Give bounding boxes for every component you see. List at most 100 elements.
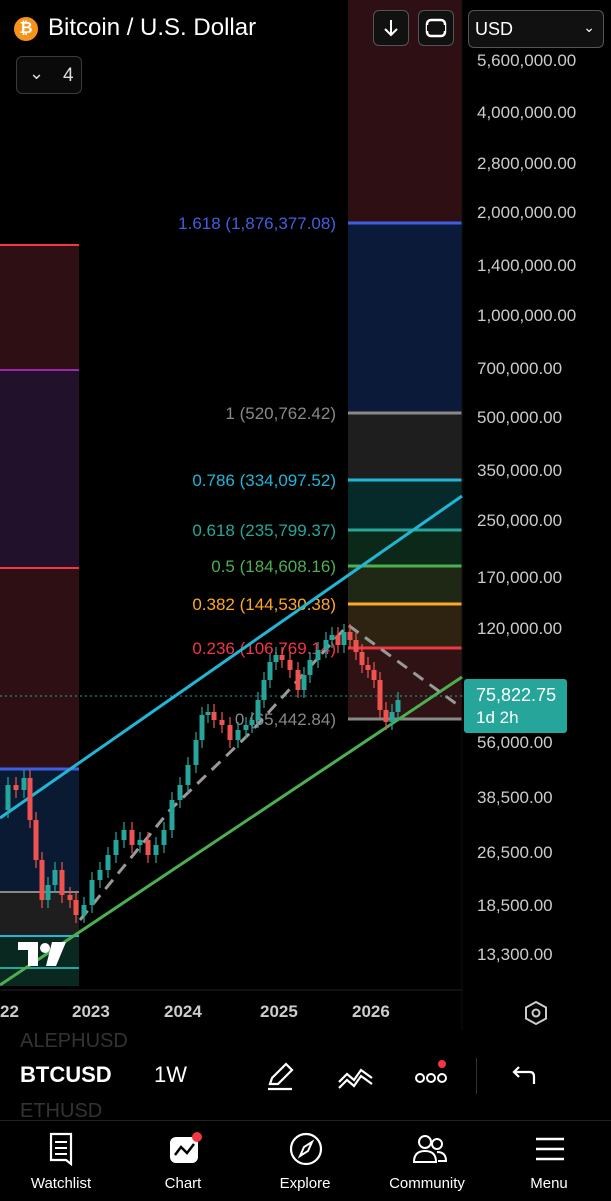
- candle-body: [315, 650, 321, 660]
- indicators-icon: [338, 1068, 373, 1089]
- indicators-button[interactable]: [336, 1058, 376, 1094]
- time-axis-label: 2026: [352, 1002, 390, 1021]
- chart-header: ₿ Bitcoin / U.S. Dollar USD ⌄: [0, 0, 611, 60]
- candle-body: [301, 675, 307, 690]
- fib-level-label: 0.236 (106,769.14): [192, 639, 336, 658]
- fib-level-label: 1.618 (1,876,377.08): [178, 214, 336, 233]
- left-fib-zone-mid: [0, 370, 79, 568]
- symbol-toolbar: ALEPHUSD ETHUSD: [0, 1030, 611, 1122]
- fib-level-label: 1 (520,762.42): [225, 404, 336, 423]
- candle-body: [113, 840, 119, 855]
- tradingview-logo: [18, 942, 66, 966]
- price-axis-label: 4,000,000.00: [477, 103, 576, 122]
- compass-icon: [289, 1132, 323, 1166]
- current-price-tag: 75,822.75 1d 2h: [464, 679, 567, 733]
- arrow-down-icon: [384, 20, 398, 37]
- nav-label: Menu: [530, 1175, 568, 1192]
- candle-body: [347, 632, 353, 640]
- ghost-symbol-below: ETHUSD: [20, 1100, 103, 1122]
- price-axis-label: 1,000,000.00: [477, 306, 576, 325]
- fullscreen-button[interactable]: [418, 10, 454, 46]
- candle-body: [235, 730, 241, 740]
- community-icon: [412, 1135, 448, 1163]
- candle-body: [193, 740, 199, 765]
- candle-body: [121, 830, 127, 840]
- bitcoin-logo-icon: ₿: [14, 17, 38, 41]
- candle-body: [137, 840, 143, 845]
- nav-label: Community: [389, 1175, 465, 1192]
- time-axis-label: 2024: [164, 1002, 202, 1021]
- candle-body: [153, 845, 159, 855]
- nav-chart[interactable]: Chart: [122, 1121, 244, 1201]
- current-price: 75,822.75: [476, 685, 557, 705]
- symbol-title[interactable]: Bitcoin / U.S. Dollar: [48, 14, 257, 41]
- candle-body: [105, 855, 111, 870]
- candle-body: [249, 720, 255, 725]
- nav-label: Explore: [279, 1175, 331, 1192]
- interval-selector[interactable]: 1W: [154, 1062, 187, 1087]
- price-axis-label: 700,000.00: [477, 359, 562, 378]
- price-axis-label: 250,000.00: [477, 511, 562, 530]
- fib-level-label: 0 (65,442.84): [235, 710, 336, 729]
- nav-explore[interactable]: Explore: [244, 1121, 366, 1201]
- candle-body: [243, 725, 249, 730]
- candle-body: [5, 785, 11, 810]
- candle-body: [205, 712, 211, 715]
- undo-button[interactable]: [504, 1058, 544, 1094]
- dashed-path[interactable]: [78, 622, 463, 921]
- candle-body: [169, 800, 175, 830]
- nav-community[interactable]: Community: [366, 1121, 488, 1201]
- upper-trendline[interactable]: [0, 494, 463, 820]
- candle-body: [371, 670, 377, 680]
- currency-select[interactable]: USD ⌄: [468, 10, 604, 48]
- candle-body: [365, 665, 371, 670]
- nav-watchlist[interactable]: Watchlist: [0, 1121, 122, 1201]
- candle-body: [52, 870, 58, 885]
- candle-body: [129, 830, 135, 845]
- pencil-icon: [268, 1062, 294, 1091]
- candle-body: [39, 860, 45, 900]
- chevron-down-icon: ⌄: [29, 63, 45, 83]
- more-tools-button[interactable]: [412, 1058, 452, 1094]
- currency-value: USD: [475, 19, 514, 39]
- drawing-tool-button[interactable]: [262, 1058, 302, 1094]
- symbol-selector[interactable]: BTCUSD: [20, 1062, 112, 1087]
- candle-body: [295, 670, 301, 690]
- menu-icon: [536, 1137, 564, 1161]
- price-axis-label: 13,300.00: [477, 945, 553, 964]
- candle-body: [279, 655, 285, 660]
- chevron-down-icon: ⌄: [583, 19, 595, 35]
- candle-body: [21, 778, 27, 790]
- candle-body: [73, 900, 79, 915]
- candle-body: [335, 635, 341, 645]
- candle-body: [33, 820, 39, 860]
- nav-label: Watchlist: [30, 1175, 92, 1192]
- ghost-symbol-above: ALEPHUSD: [20, 1030, 128, 1052]
- candle-body: [59, 870, 65, 895]
- candle-body: [27, 778, 33, 820]
- right-fib-zone-olive: [348, 566, 462, 604]
- candle-body: [67, 895, 73, 900]
- candle-body: [383, 710, 389, 722]
- price-axis-label: 26,500.00: [477, 843, 553, 862]
- price-axis-label: 2,800,000.00: [477, 154, 576, 173]
- lower-trendline[interactable]: [0, 675, 463, 987]
- indicators-collapse-button[interactable]: ⌄ 4: [16, 56, 82, 94]
- price-axis-label: 350,000.00: [477, 461, 562, 480]
- candle-body: [359, 652, 365, 665]
- settings-hexagon-icon[interactable]: [522, 999, 550, 1027]
- right-fib-zone-teal: [348, 480, 462, 530]
- candle-body: [273, 655, 279, 662]
- more-dots-icon: [415, 1060, 447, 1083]
- candle-body: [395, 700, 401, 712]
- candle-body: [45, 885, 51, 900]
- candle-body: [219, 720, 225, 725]
- fib-level-label: 0.618 (235,799.37): [192, 521, 336, 540]
- nav-menu[interactable]: Menu: [488, 1121, 610, 1201]
- price-axis-label: 38,500.00: [477, 788, 553, 807]
- fib-level-label: 0.5 (184,608.16): [211, 557, 336, 576]
- arrow-down-button[interactable]: [373, 10, 409, 46]
- price-chart[interactable]: 1.618 (1,876,377.08) 1 (520,762.42) 0.786 …: [0, 0, 611, 1030]
- time-axis-label: 22: [0, 1002, 19, 1021]
- candle-body: [353, 640, 359, 652]
